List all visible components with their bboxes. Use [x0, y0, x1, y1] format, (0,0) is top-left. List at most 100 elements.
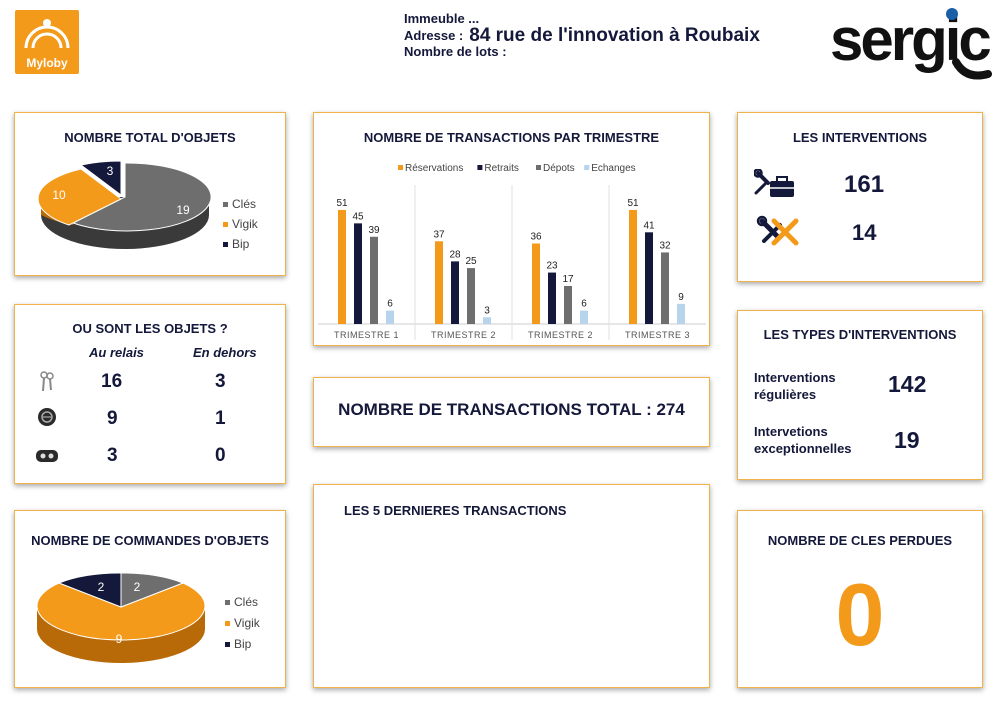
legend-swatch-1: [477, 165, 483, 170]
dehors-value-cles: 3: [215, 371, 226, 392]
bar-2-0: [532, 243, 540, 324]
transactions-bar-chart: Réservations Retraits Dépots Echanges514539…: [318, 163, 706, 340]
bar-label-3-3: 9: [678, 292, 684, 303]
bar-3-1: [645, 232, 653, 324]
commandes-title: NOMBRE DE COMMANDES D'OBJETS: [31, 533, 269, 548]
dernieres-title: LES 5 DERNIERES TRANSACTIONS: [344, 503, 567, 518]
x-tick-label-2: TRIMESTRE 2: [528, 330, 593, 340]
adresse-row: Adresse : 84 rue de l'innovation à Roubai…: [404, 25, 760, 46]
legend-cles: Clés: [225, 595, 258, 609]
legend-label-1: Retraits: [484, 163, 518, 174]
legend-cles: Clés: [223, 197, 256, 211]
arch-logo-icon: [24, 19, 70, 49]
pie-slice-vigik: [36, 582, 206, 641]
bar-label-1-1: 28: [449, 249, 461, 260]
bar-label-2-3: 6: [581, 299, 587, 310]
bar-label-0-0: 51: [336, 198, 348, 209]
bar-0-3: [386, 310, 394, 324]
transactions-trimestre-title: NOMBRE DE TRANSACTIONS PAR TRIMESTRE: [363, 130, 660, 145]
card-interventions: LES INTERVENTIONS 161 14: [737, 112, 983, 282]
dehors-value-bip: 0: [215, 445, 226, 466]
ou-sont-title: OU SONT LES OBJETS ?: [72, 321, 228, 336]
interventions-total: 161: [844, 171, 885, 198]
card-commandes: NOMBRE DE COMMANDES D'OBJETS 2 9 2 Clés …: [14, 510, 286, 688]
regulieres-label: Interventions régulières: [754, 370, 836, 402]
keys-icon: [40, 371, 54, 392]
exceptionnelles-value: 19: [894, 427, 920, 453]
bar-1-2: [467, 268, 475, 324]
building-info: Immeuble ... Adresse : 84 rue de l'innova…: [404, 11, 760, 60]
bar-3-0: [629, 209, 637, 324]
pie-slice-bip: [79, 160, 122, 196]
total-objets-pie: 19 10 3: [37, 160, 212, 249]
sergic-logo: sergic: [830, 6, 993, 80]
legend-label-3: Echanges: [591, 163, 635, 174]
bar-2-2: [564, 285, 572, 324]
bar-1-3: [483, 317, 491, 324]
card-total-transactions: NOMBRE DE TRANSACTIONS TOTAL : 274: [313, 377, 710, 447]
x-tick-label-1: TRIMESTRE 2: [431, 330, 496, 340]
card-total-objets: NOMBRE TOTAL D'OBJETS 19 10 3 Clés Vigik…: [14, 112, 286, 276]
bar-label-2-1: 23: [546, 261, 558, 272]
bar-label-2-2: 17: [562, 274, 574, 285]
card-dernieres-transactions: LES 5 DERNIERES TRANSACTIONS: [313, 484, 710, 688]
card-cles-perdues: NOMBRE DE CLES PERDUES 0: [737, 510, 983, 688]
bar-3-2: [661, 252, 669, 324]
col-relais: Au relais: [89, 345, 144, 360]
card-types-interventions: LES TYPES D'INTERVENTIONS Interventions …: [737, 310, 983, 480]
adresse-label: Adresse :: [404, 28, 464, 43]
bar-2-3: [580, 310, 588, 324]
bar-0-1: [354, 223, 362, 324]
legend-swatch-2: [536, 165, 541, 170]
bip-remote-icon: [36, 450, 58, 462]
bar-label-0-3: 6: [387, 299, 393, 310]
col-dehors: En dehors: [193, 345, 257, 360]
bar-3-3: [677, 303, 685, 324]
legend-label-2: Dépots: [543, 163, 575, 174]
legend-vigik: Vigik: [223, 217, 258, 231]
interventions-title: LES INTERVENTIONS: [792, 130, 928, 145]
legend-vigik: Vigik: [225, 616, 260, 630]
adresse-value: 84 rue de l'innovation à Roubaix: [469, 25, 760, 46]
bar-label-1-0: 37: [433, 229, 445, 240]
interventions-cancelled: 14: [852, 220, 877, 245]
relais-value-cles: 16: [101, 371, 123, 392]
cancelled-tools-icon: [756, 215, 799, 246]
card-ou-sont: OU SONT LES OBJETS ? Au relais En dehors…: [14, 304, 286, 484]
x-tick-label-3: TRIMESTRE 3: [625, 330, 690, 340]
bar-0-0: [338, 209, 346, 324]
total-transactions-label: NOMBRE DE TRANSACTIONS TOTAL : 274: [338, 400, 685, 419]
pie-slice-cles: [71, 162, 212, 232]
pie-label-cles: 19: [176, 203, 190, 217]
pie-label-vigik: 9: [116, 632, 123, 646]
immeuble-label: Immeuble ...: [404, 11, 480, 26]
pie-label-bip: 2: [98, 580, 105, 594]
legend-bip: Bip: [223, 237, 249, 251]
brand-text: sergic: [830, 6, 990, 73]
legend-swatch-3: [584, 165, 590, 170]
bar-1-0: [435, 241, 443, 324]
bar-label-0-1: 45: [352, 211, 364, 222]
types-interventions-title: LES TYPES D'INTERVENTIONS: [763, 327, 957, 342]
x-tick-label-0: TRIMESTRE 1: [334, 330, 399, 340]
bar-label-1-3: 3: [484, 305, 490, 316]
bar-label-3-2: 32: [659, 240, 671, 251]
relais-value-bip: 3: [107, 445, 118, 466]
total-objets-title: NOMBRE TOTAL D'OBJETS: [64, 130, 236, 145]
exceptionnelles-label: Intervetions exceptionnelles: [754, 424, 852, 456]
bar-label-3-1: 41: [643, 220, 655, 231]
vigik-badge-icon: [38, 408, 56, 426]
pie-label-cles: 2: [134, 580, 141, 594]
cles-perdues-value: 0: [835, 565, 885, 664]
pie-label-vigik: 10: [52, 188, 66, 202]
bar-1-1: [451, 261, 459, 324]
bar-label-0-2: 39: [368, 225, 380, 236]
brand-dot-icon: [946, 8, 958, 20]
bar-2-1: [548, 272, 556, 324]
logo-text: Myloby: [26, 56, 68, 70]
legend-bip: Bip: [225, 637, 251, 651]
cles-perdues-title: NOMBRE DE CLES PERDUES: [767, 533, 953, 548]
myloby-logo: Myloby: [15, 10, 79, 74]
legend-label-0: Réservations: [405, 163, 463, 174]
dehors-value-vigik: 1: [215, 408, 226, 429]
